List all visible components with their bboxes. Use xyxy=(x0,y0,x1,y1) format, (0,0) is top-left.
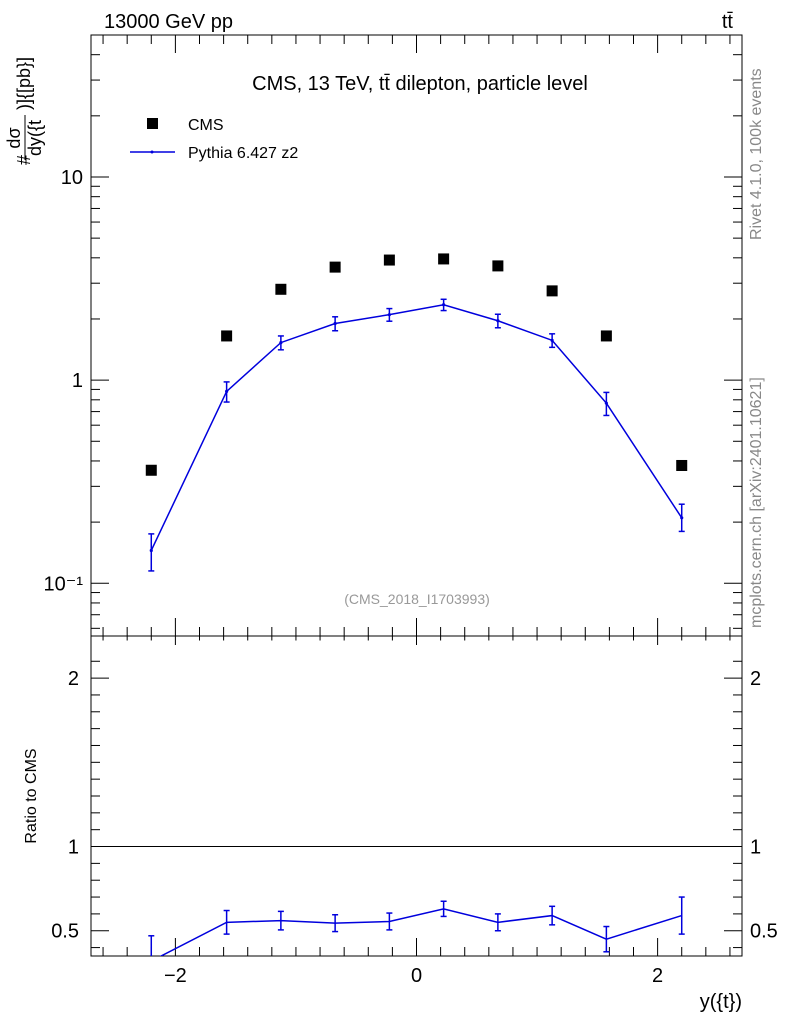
cms-data-point xyxy=(492,260,504,272)
mc-series-line xyxy=(150,303,683,551)
ratio-plot-frame xyxy=(90,635,743,957)
ratio-y-tick-label-right: 1 xyxy=(750,837,761,859)
y-axis-label-denominator: dy({t xyxy=(25,120,45,156)
ratio-y-tick-label: 1 xyxy=(68,837,79,859)
ratio-y-axis-label: Ratio to CMS xyxy=(23,748,40,843)
ratio-series-group xyxy=(148,896,685,956)
cms-data-point xyxy=(546,285,558,297)
legend-mc-marker xyxy=(150,150,154,154)
x-tick-label: 0 xyxy=(411,965,422,987)
cms-data-point xyxy=(438,253,450,265)
analysis-tag: (CMS_2018_I1703993) xyxy=(344,591,490,607)
beam-label: 13000 GeV pp xyxy=(104,11,233,33)
rivet-info: Rivet 4.1.0, 100k events xyxy=(748,68,765,240)
legend-cms-marker xyxy=(147,118,158,129)
cms-data-point xyxy=(329,261,341,273)
mcplots-info: mcplots.cern.ch [arXiv:2401.10621] xyxy=(748,377,765,628)
plot-title: CMS, 13 TeV, tt̄ dilepton, particle leve… xyxy=(252,73,588,95)
ratio-y-tick-label: 0.5 xyxy=(51,921,79,943)
mc-point xyxy=(279,341,283,345)
y-tick-label: 10⁻¹ xyxy=(44,573,84,595)
ratio-y-tick-label: 2 xyxy=(68,668,79,690)
mc-point xyxy=(225,389,229,393)
cms-data-point xyxy=(275,283,287,295)
x-axis-label: y({t}) xyxy=(700,991,742,1013)
legend: CMS Pythia 6.427 z2 xyxy=(130,117,298,162)
mc-point xyxy=(387,313,391,317)
y-axis-label-suffix: )]{[pb}] xyxy=(14,57,34,110)
x-tick-label: 2 xyxy=(652,965,663,987)
legend-mc-label: Pythia 6.427 z2 xyxy=(188,145,298,162)
y-tick-label: 10 xyxy=(61,167,83,189)
y-axis-label-numerator: dσ xyxy=(4,127,24,148)
cms-data-point xyxy=(221,330,233,342)
mc-point xyxy=(550,338,554,342)
x-tick-label: −2 xyxy=(164,965,187,987)
ratio-y-tick-label-right: 2 xyxy=(750,668,761,690)
cms-data-point xyxy=(600,330,612,342)
mc-point xyxy=(333,321,337,326)
mc-point xyxy=(149,548,153,553)
axis-tick-labels: 10⁻¹ 1 10 −2 0 2 0.5 0.5 1 1 2 2 xyxy=(44,167,778,987)
mc-point xyxy=(680,516,684,520)
mc-point xyxy=(604,401,608,405)
y-axis-label-prefix: # xyxy=(14,155,34,165)
y-tick-label: 1 xyxy=(72,370,83,392)
cms-data-point xyxy=(676,459,688,471)
data-marks xyxy=(91,253,742,956)
cms-data-point xyxy=(383,254,395,266)
mc-point xyxy=(496,319,500,323)
cms-data-point xyxy=(145,464,157,476)
ratio-series-line xyxy=(159,908,682,956)
mc-point xyxy=(442,303,446,307)
axis-ticks xyxy=(91,34,742,956)
y-axis-label: # dσ dy({t )]{[pb}] xyxy=(4,57,45,165)
legend-cms-label: CMS xyxy=(188,117,224,134)
ratio-y-tick-label-right: 0.5 xyxy=(750,921,778,943)
process-label: tt̄ xyxy=(722,11,734,33)
